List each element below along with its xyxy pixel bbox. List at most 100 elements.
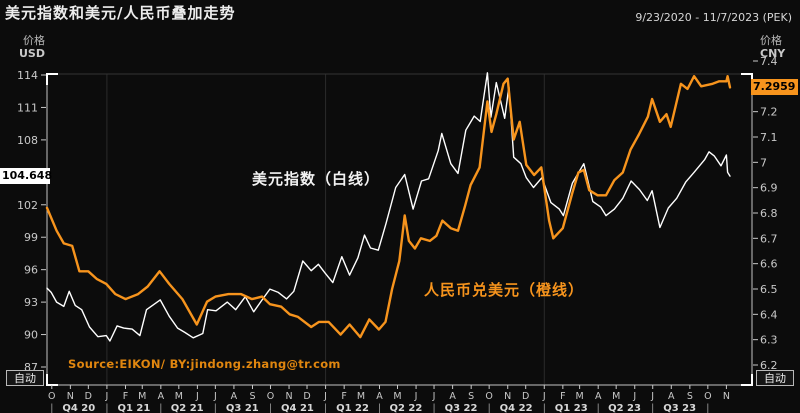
frame-corner-bracket (741, 374, 753, 386)
quarter-separator: | (651, 403, 654, 413)
month-letter-label: S (249, 391, 255, 402)
month-letter-label: D (85, 391, 92, 402)
right-axis-tick-label: 7.1 (760, 131, 778, 144)
page-title: 美元指数和美元/人民币叠加走势 (5, 4, 236, 22)
month-letter-label: J (414, 391, 418, 402)
month-letter-label: M (175, 391, 183, 402)
right-axis-tick-label: 7 (760, 156, 767, 169)
month-letter-label: O (48, 391, 55, 402)
month-letter-label: A (595, 391, 602, 402)
right-axis-tick-label: 6.6 (760, 258, 778, 271)
quarter-separator: | (159, 403, 162, 413)
month-letter-label: N (723, 391, 730, 402)
quarter-label: Q4 20 (62, 403, 95, 413)
right-axis-tick-label: 7.2 (760, 106, 778, 119)
month-letter-label: J (542, 391, 546, 402)
quarter-separator: | (378, 403, 381, 413)
right-axis-tick-label: 7.4 (760, 55, 778, 68)
frame-corner-bracket (46, 374, 58, 386)
month-letter-label: S (468, 391, 474, 402)
right-axis-tick-label: 6.4 (760, 308, 778, 321)
auto-scale-button-right[interactable]: 自动 (756, 370, 794, 386)
right-axis-current-value-badge: 7.2959 (751, 79, 798, 95)
auto-scale-button-left[interactable]: 自动 (6, 370, 44, 386)
right-axis-tick-label: 6.3 (760, 334, 778, 347)
month-letter-label: M (612, 391, 620, 402)
month-letter-label: J (213, 391, 217, 402)
quarter-label: Q1 22 (336, 403, 369, 413)
quarter-separator: | (487, 403, 490, 413)
left-axis-header: 价格 USD (0, 34, 45, 60)
month-letter-label: N (504, 391, 511, 402)
quarter-separator: | (543, 403, 546, 413)
quarter-separator: | (105, 403, 108, 413)
quarter-separator: | (214, 403, 217, 413)
month-letter-label: O (267, 391, 274, 402)
left-axis-tick-label: 114 (17, 69, 38, 82)
right-axis-tick-label: 6.8 (760, 207, 778, 220)
quarter-separator: | (597, 403, 600, 413)
orange-series-annotation: 人民币兑美元（橙线） (424, 281, 585, 299)
month-letter-label: J (650, 391, 654, 402)
date-range-label: 9/23/2020 - 11/7/2023 (PEK) (635, 11, 792, 24)
right-axis-unit-label: CNY (760, 47, 786, 60)
quarter-separator: | (324, 403, 327, 413)
month-letter-label: M (393, 391, 401, 402)
quarter-separator: | (706, 403, 709, 413)
left-axis-tick-label: 90 (24, 329, 38, 342)
left-axis-price-label: 价格 (23, 34, 45, 47)
left-axis-tick-label: 93 (24, 296, 38, 309)
month-letter-label: N (67, 391, 74, 402)
quarter-label: Q1 23 (555, 403, 588, 413)
month-letter-label: O (704, 391, 711, 402)
left-axis-tick-label: 96 (24, 264, 38, 277)
quarter-label: Q4 21 (281, 403, 314, 413)
source-credit: Source:EIKON/ BY:jindong.zhang@tr.com (68, 357, 341, 371)
month-letter-label: D (522, 391, 529, 402)
quarter-label: Q2 21 (171, 403, 204, 413)
month-letter-label: J (105, 391, 109, 402)
left-axis-tick-label: 111 (17, 101, 38, 114)
month-letter-label: M (138, 391, 146, 402)
month-letter-label: A (376, 391, 383, 402)
month-letter-label: J (195, 391, 199, 402)
right-axis-header: 价格 CNY (760, 34, 800, 60)
quarter-separator: | (50, 403, 53, 413)
dxy-line (46, 72, 731, 342)
quarter-separator: | (269, 403, 272, 413)
right-axis-price-label: 价格 (760, 34, 782, 47)
month-letter-label: F (560, 391, 565, 402)
month-letter-label: N (285, 391, 292, 402)
white-series-annotation: 美元指数（白线） (252, 170, 381, 188)
month-letter-label: A (158, 391, 165, 402)
month-letter-label: J (323, 391, 327, 402)
quarter-label: Q2 23 (608, 403, 641, 413)
month-letter-label: A (668, 391, 675, 402)
month-letter-label: M (576, 391, 584, 402)
quarter-label: Q3 22 (445, 403, 478, 413)
month-letter-label: O (485, 391, 492, 402)
quarter-label: Q4 22 (500, 403, 533, 413)
left-axis-current-value-badge: 104.648 (0, 168, 53, 184)
month-letter-label: F (123, 391, 128, 402)
right-axis-tick-label: 6.2 (760, 359, 778, 372)
left-axis-tick-label: 108 (17, 134, 38, 147)
month-letter-label: A (449, 391, 456, 402)
quarter-label: Q1 21 (117, 403, 150, 413)
frame-corner-bracket (46, 73, 58, 85)
right-axis-tick-label: 6.9 (760, 182, 778, 195)
left-axis-unit-label: USD (19, 47, 45, 60)
usdcny-line (45, 74, 732, 339)
month-letter-label: S (687, 391, 693, 402)
month-letter-label: J (632, 391, 636, 402)
quarter-separator: | (432, 403, 435, 413)
month-letter-label: J (432, 391, 436, 402)
right-axis-tick-label: 6.5 (760, 283, 778, 296)
month-letter-label: D (303, 391, 310, 402)
quarter-label: Q3 21 (226, 403, 259, 413)
month-letter-label: M (357, 391, 365, 402)
month-letter-label: A (231, 391, 238, 402)
month-letter-label: F (341, 391, 346, 402)
